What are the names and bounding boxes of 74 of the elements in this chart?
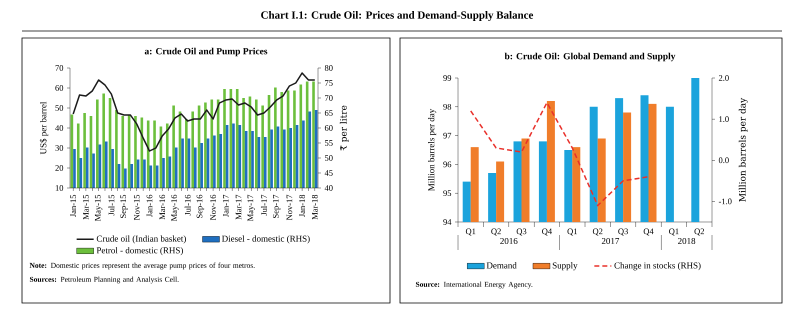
y2-axis-title: ₹ per litre xyxy=(340,106,349,150)
x-tick-label: Mar-17 xyxy=(236,194,242,220)
y-tick-label: 50 xyxy=(56,105,64,111)
x-tick-label: Q3 xyxy=(516,228,526,236)
x-tick-label: Jan-16 xyxy=(146,194,152,217)
x-tick-label: Jul-17 xyxy=(260,194,267,216)
x-tick-label: Mar-16 xyxy=(159,194,166,220)
x-tick-label: Jul-16 xyxy=(184,194,191,216)
legend-label: Change in stocks (RHS) xyxy=(614,262,701,270)
line-series xyxy=(72,72,316,152)
y2-tick-label: 70 xyxy=(325,95,333,101)
y-tick-label: 97 xyxy=(443,132,452,138)
y-tick-label: 20 xyxy=(55,165,64,171)
x-tick-label: Nov-16 xyxy=(210,194,216,220)
y2-tick-label: 50 xyxy=(325,155,333,161)
x-tick-label: Mar-18 xyxy=(312,194,318,220)
text: 2017 xyxy=(602,238,620,244)
x-tick-label: May-16 xyxy=(171,194,179,222)
chart-subtitle: a: Crude Oil and Pump Prices xyxy=(144,48,268,56)
y-axis-title: US$ per barrel xyxy=(40,102,48,154)
y2-tick-label: 0.0 xyxy=(718,157,729,164)
y2-tick-label: 65 xyxy=(324,110,333,116)
y-tick-label: 40 xyxy=(55,125,64,131)
y2-tick-label: 55 xyxy=(325,140,333,146)
y-tick-label: 96 xyxy=(443,162,452,168)
x-tick-label: Sep-17 xyxy=(272,194,280,218)
chart-subtitle: b: Crude Oil: Global Demand and Supply xyxy=(504,52,676,62)
legend-label: Demand xyxy=(486,262,517,268)
x-tick-label: Q2 xyxy=(592,228,602,236)
y-tick-label: 10 xyxy=(56,185,64,191)
x-tick-label: Jan-15 xyxy=(70,194,76,217)
x-tick-label: Nov-15 xyxy=(134,194,140,220)
x-tick-label: Q3 xyxy=(618,228,628,236)
text: Chart I.1: Crude Oil: Prices and Demand-Supply Balance xyxy=(261,11,534,21)
y-tick-label: 95 xyxy=(443,190,452,196)
y-tick-label: 60 xyxy=(55,85,64,91)
y2-tick-label: 80 xyxy=(324,65,333,71)
x-tick-label: Sep-16 xyxy=(196,194,204,218)
y2-tick-label: 45 xyxy=(324,170,333,176)
y-axis-title: Million barrels per day xyxy=(428,108,436,191)
y-tick-label: 30 xyxy=(55,145,64,151)
y-tick-label: 94 xyxy=(443,219,452,225)
x-tick-label: Q1 xyxy=(567,228,577,236)
x-tick-label: Jul-15 xyxy=(108,194,114,216)
y2-tick-label: -1.0 xyxy=(718,198,732,204)
y2-tick-label: 40 xyxy=(324,185,333,191)
x-tick-label: Q1 xyxy=(669,228,679,236)
x-tick-label: Q4 xyxy=(542,228,552,236)
legend-label: Diesel - domestic (RHS) xyxy=(222,235,310,244)
y-tick-label: 98 xyxy=(443,104,452,110)
x-tick-label: Nov-17 xyxy=(286,194,292,220)
x-tick-label: Mar-15 xyxy=(83,194,89,220)
x-tick-label: Q2 xyxy=(694,228,704,236)
x-tick-label: Q1 xyxy=(466,228,476,236)
x-tick-label: Jan-17 xyxy=(222,194,229,217)
y2-tick-label: 2.0 xyxy=(718,75,729,81)
legend-label: Crude oil (Indian basket) xyxy=(96,235,186,244)
legend-label: Petrol - domestic (RHS) xyxy=(96,247,183,256)
x-tick-label: Q4 xyxy=(644,228,654,236)
y2-tick-label: 1.0 xyxy=(719,116,729,122)
x-tick-label: Jan-18 xyxy=(299,194,305,217)
y-tick-label: 99 xyxy=(443,75,452,81)
text: 2018 xyxy=(678,238,696,244)
x-tick-label: Q2 xyxy=(491,228,501,236)
y2-axis-title: Million barrels per day xyxy=(738,98,748,202)
x-tick-label: Sep-15 xyxy=(120,194,128,218)
legend-label: Supply xyxy=(552,262,578,270)
y-tick-label: 70 xyxy=(56,65,64,71)
y2-tick-label: 75 xyxy=(325,80,333,86)
line-series xyxy=(470,102,650,206)
x-tick-label: May-17 xyxy=(248,194,255,222)
y2-tick-label: 60 xyxy=(324,125,333,131)
text: 2016 xyxy=(500,238,518,244)
x-tick-label: May-15 xyxy=(94,194,102,222)
